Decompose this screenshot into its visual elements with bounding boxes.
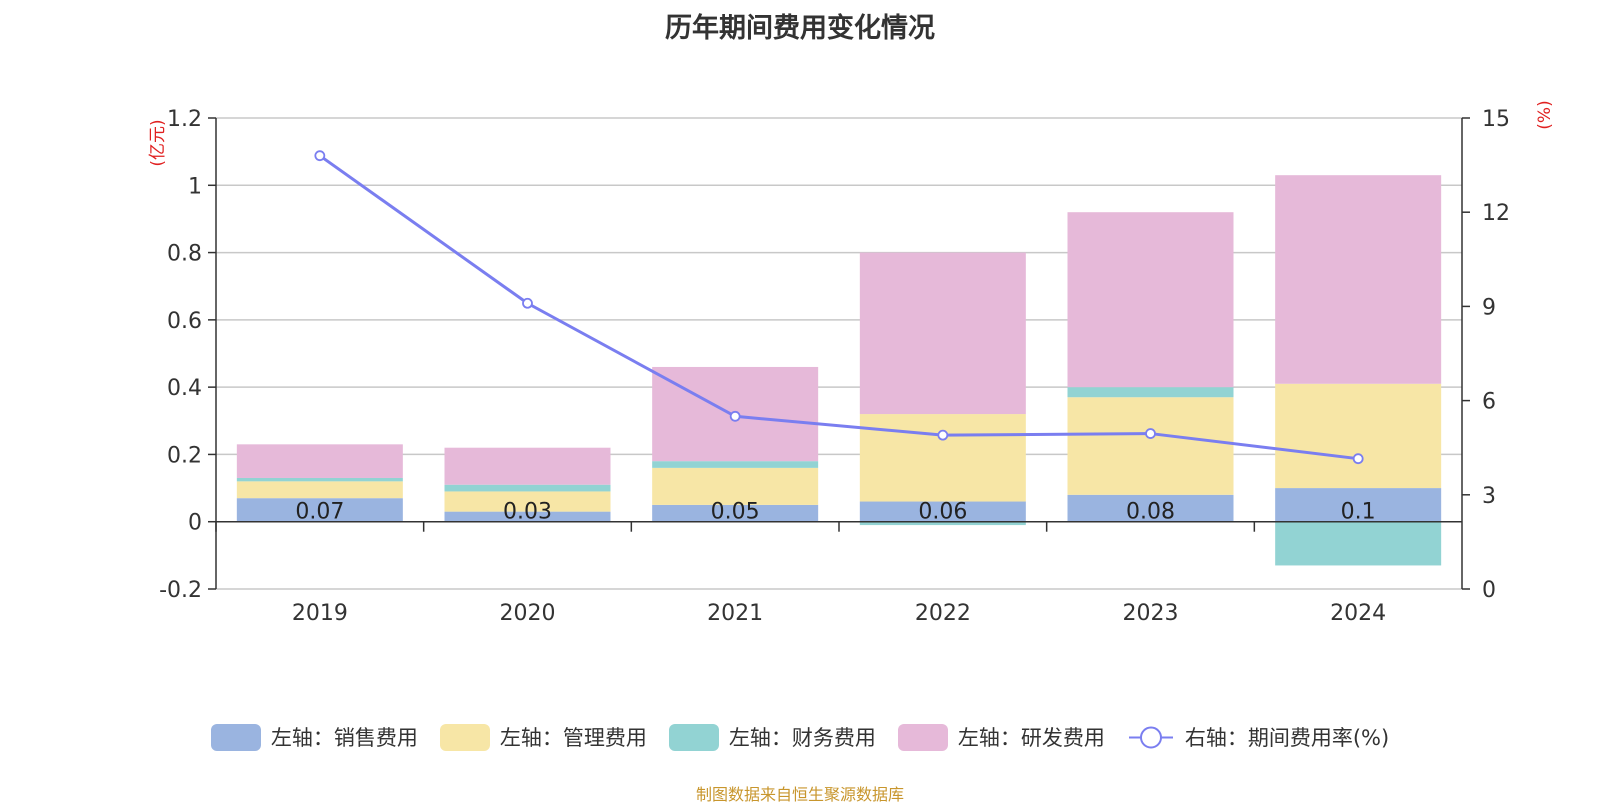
legend-item-sales[interactable]: 左轴：销售费用 (210, 722, 418, 752)
bar-sales-2023 (1067, 494, 1234, 522)
data-label-sales: 0.06 (918, 500, 967, 525)
x-axis-category-label: 2019 (292, 601, 348, 626)
bar-admin-2020 (444, 491, 611, 512)
right-axis-tick-label: 3 (1482, 484, 1496, 509)
left-axis-unit-label: (亿元) (148, 119, 168, 166)
chart-area: -0.2 0 0.2 0.4 0.6 0.8 1 1.2 0 3 6 9 12 15 (亿元) (%) 0.07… (148, 100, 1555, 626)
bar-sales-2024 (1275, 488, 1442, 522)
bar-rnd-2023 (1067, 212, 1234, 388)
right-axis-unit-label: (%) (1535, 100, 1555, 129)
x-axis-category-label: 2022 (915, 601, 971, 626)
bar-rnd-2020 (444, 447, 611, 485)
left-axis-tick-label: 0.2 (167, 443, 202, 468)
x-axis-category-label: 2020 (500, 601, 556, 626)
bar-finance-2022 (859, 521, 1026, 526)
data-source-note: 制图数据来自恒生聚源数据库 (695, 785, 904, 804)
bar-admin-2019 (236, 481, 403, 499)
bar-finance-2019 (236, 477, 403, 482)
legend-item-rnd[interactable]: 左轴：研发费用 (897, 722, 1105, 752)
bar-admin-2024 (1275, 383, 1442, 489)
bar-rnd-2019 (236, 444, 403, 478)
line-rate-point-2021 (729, 410, 741, 422)
legend-swatch-rate-icon (1128, 726, 1173, 748)
bar-admin-2023 (1067, 397, 1234, 495)
legend-swatch-admin (439, 723, 490, 751)
bar-finance-2024 (1275, 521, 1442, 566)
left-axis-tick-label: 0.4 (167, 376, 202, 401)
left-axis-tick-label: 0 (188, 511, 202, 536)
line-rate-point-2024 (1352, 453, 1364, 465)
legend-label-sales: 左轴：销售费用 (270, 726, 418, 750)
legend-item-finance[interactable]: 左轴：财务费用 (668, 722, 876, 752)
bar-finance-2023 (1067, 387, 1234, 398)
left-axis-tick-label: 1.2 (167, 107, 202, 132)
bar-rnd-2024 (1275, 175, 1442, 384)
legend-item-rate[interactable]: 右轴：期间费用率(%) (1127, 722, 1389, 752)
bar-rnd-2022 (859, 252, 1026, 415)
legend-swatch-finance (668, 723, 719, 751)
line-rate (318, 154, 1359, 461)
data-label-sales: 0.05 (711, 500, 760, 525)
legend-label-rate: 右轴：期间费用率(%) (1184, 726, 1390, 750)
bar-sales-2021 (652, 504, 819, 522)
bar-finance-2020 (444, 484, 611, 492)
x-axis-category-label: 2023 (1123, 601, 1179, 626)
bar-admin-2022 (859, 414, 1026, 502)
data-label-sales: 0.1 (1341, 500, 1376, 525)
data-label-sales: 0.07 (295, 500, 344, 525)
line-rate-point-2023 (1145, 428, 1156, 439)
bar-finance-2021 (652, 461, 819, 468)
chart-title: 历年期间费用变化情况 (665, 13, 935, 44)
right-axis-tick-label: 12 (1482, 201, 1510, 226)
line-rate-point-2020 (522, 297, 533, 309)
legend-swatch-sales (210, 723, 261, 751)
bar-sales-2022 (859, 501, 1026, 522)
data-label-sales: 0.08 (1126, 500, 1175, 525)
bar-sales-2019 (236, 498, 403, 522)
x-axis-category-label: 2024 (1330, 601, 1386, 626)
bar-admin-2021 (652, 467, 819, 505)
right-axis-tick-label: 9 (1482, 295, 1496, 320)
left-axis-tick-label: -0.2 (159, 578, 202, 603)
legend-swatch-rnd (897, 723, 948, 751)
left-axis-tick-label: 1 (188, 174, 202, 199)
right-axis-tick-label: 15 (1482, 107, 1510, 132)
chart-legend: 左轴：销售费用 左轴：管理费用 左轴：财务费用 左轴：研发费用 右轴：期间费用率… (0, 722, 1600, 752)
right-axis-tick-label: 6 (1482, 390, 1496, 415)
bar-sales-2020 (444, 511, 611, 522)
legend-label-admin: 左轴：管理费用 (499, 726, 647, 750)
x-axis-category-label: 2021 (707, 601, 763, 626)
legend-label-finance: 左轴：财务费用 (728, 726, 876, 750)
left-axis-tick-label: 0.6 (167, 309, 202, 334)
left-axis-tick-label: 0.8 (167, 242, 202, 267)
line-rate-point-2019 (314, 150, 326, 162)
legend-label-rnd: 左轴：研发费用 (957, 726, 1105, 750)
line-rate-point-2022 (937, 429, 949, 441)
data-label-sales: 0.03 (503, 500, 552, 525)
right-axis-tick-label: 0 (1482, 578, 1496, 603)
legend-item-admin[interactable]: 左轴：管理费用 (439, 722, 647, 752)
